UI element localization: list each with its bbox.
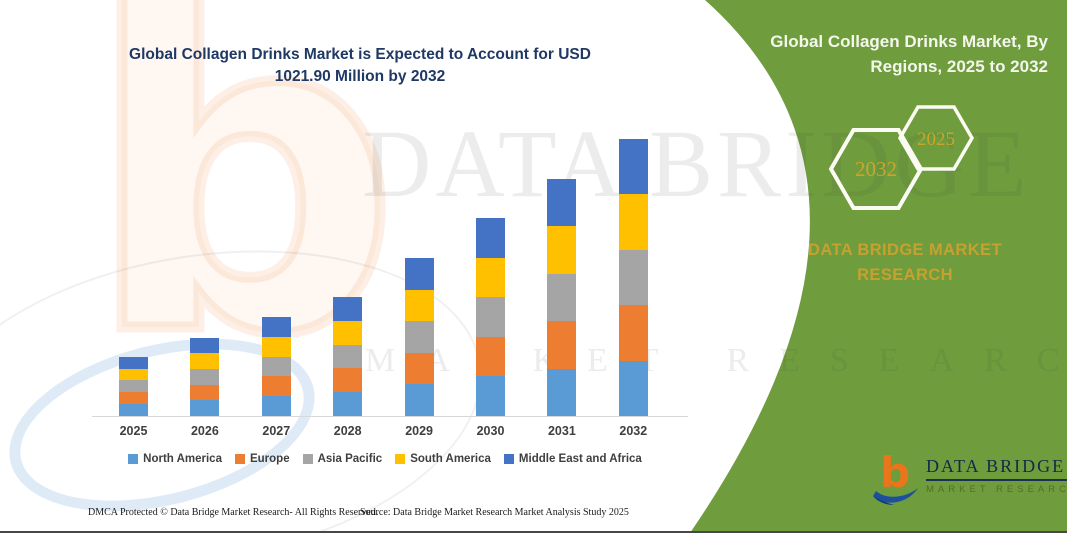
data-bridge-logo: b DATA BRIDGE MARKET RESEARCH xyxy=(872,448,1067,506)
x-axis-label-2029: 2029 xyxy=(405,424,433,438)
bar-segment-europe xyxy=(261,376,291,397)
chart-legend: North America Europe Asia Pacific South Ame… xyxy=(85,453,685,465)
legend-swatch-icon xyxy=(128,454,139,464)
bar-segment-south-america xyxy=(119,368,148,381)
bar-segment-south-america xyxy=(476,257,505,298)
stacked-bar-plot xyxy=(85,119,685,416)
bar-segment-middle-east-and-africa xyxy=(404,258,434,290)
bar-2027 xyxy=(261,317,291,416)
bar-2025 xyxy=(119,356,148,416)
x-axis-label-2031: 2031 xyxy=(547,424,576,438)
side-panel-title-line2: Regions, 2025 to 2032 xyxy=(870,56,1048,76)
bar-segment-north-america xyxy=(547,368,577,416)
side-panel-title-line1: Global Collagen Drinks Market, By xyxy=(770,32,1048,51)
green-panel-shape xyxy=(690,0,1067,533)
hexagon-2025 xyxy=(897,105,975,171)
bar-segment-north-america xyxy=(190,400,220,416)
bar-segment-europe xyxy=(190,384,220,401)
bar-segment-north-america xyxy=(119,404,148,416)
x-axis-label-2032: 2032 xyxy=(619,424,648,438)
logo-text: DATA BRIDGE MARKET RESEARCH xyxy=(926,456,1067,495)
legend-label: Asia Pacific xyxy=(317,453,383,465)
footer-source-text: Source: Data Bridge Market Research Mark… xyxy=(360,507,629,518)
bar-segment-europe xyxy=(404,352,434,385)
bar-segment-middle-east-and-africa xyxy=(333,297,363,321)
bar-2030 xyxy=(476,218,505,416)
logo-b-icon: b xyxy=(880,448,911,497)
bar-segment-south-america xyxy=(618,194,648,250)
chart-title: Global Collagen Drinks Market is Expecte… xyxy=(105,44,615,89)
hexagon-2032-label: 2032 xyxy=(855,157,897,181)
x-axis-line xyxy=(92,415,688,417)
legend-label: Europe xyxy=(249,453,290,465)
bar-segment-middle-east-and-africa xyxy=(190,337,220,354)
legend-item-middle-east-and-africa: Middle East and Africa xyxy=(503,453,642,465)
bar-segment-asia-pacific xyxy=(119,380,148,393)
bar-segment-asia-pacific xyxy=(261,356,291,377)
chart-title-line1: Global Collagen Drinks Market is Expecte… xyxy=(129,46,591,63)
logo-swoosh-icon xyxy=(873,488,918,505)
bar-2031 xyxy=(547,178,577,416)
bar-segment-south-america xyxy=(404,289,434,322)
legend-item-south-america: South America xyxy=(395,453,491,465)
bar-segment-asia-pacific xyxy=(618,249,648,306)
bar-segment-europe xyxy=(333,368,363,393)
bar-segment-north-america xyxy=(618,360,648,416)
bar-segment-north-america xyxy=(404,384,434,416)
year-hexagons: 2032 2025 xyxy=(828,105,975,210)
legend-swatch-icon xyxy=(395,454,406,464)
x-axis-label-2030: 2030 xyxy=(476,424,505,438)
bar-segment-south-america xyxy=(547,226,577,274)
legend-swatch-icon xyxy=(302,454,313,464)
bar-segment-europe xyxy=(547,321,577,369)
x-axis-labels: 2025 2026 2027 2028 2029 2030 2031 2032 xyxy=(85,424,685,442)
bar-segment-asia-pacific xyxy=(404,321,434,353)
bar-segment-middle-east-and-africa xyxy=(618,139,648,195)
bar-segment-north-america xyxy=(476,376,505,416)
bar-segment-north-america xyxy=(333,392,363,416)
legend-label: North America xyxy=(143,453,222,465)
legend-swatch-icon xyxy=(234,454,245,464)
bar-segment-asia-pacific xyxy=(547,273,577,322)
bar-segment-europe xyxy=(476,336,505,377)
bar-2029 xyxy=(404,258,434,416)
data-bridge-logo-icon: b xyxy=(872,448,918,506)
logo-name: DATA BRIDGE xyxy=(926,456,1067,481)
legend-swatch-icon xyxy=(503,454,514,464)
bar-segment-asia-pacific xyxy=(476,297,505,337)
bottom-border-line xyxy=(0,531,1067,533)
footer-dmca-text: DMCA Protected © Data Bridge Market Rese… xyxy=(88,507,379,518)
bar-segment-north-america xyxy=(261,396,291,416)
bar-segment-south-america xyxy=(333,320,363,345)
bar-segment-south-america xyxy=(261,336,291,357)
legend-label: South America xyxy=(410,453,491,465)
x-axis-label-2028: 2028 xyxy=(333,424,362,438)
hexagon-2025-label: 2025 xyxy=(917,129,955,150)
bar-segment-middle-east-and-africa xyxy=(119,356,148,369)
bar-segment-south-america xyxy=(190,353,220,369)
x-axis-label-2025: 2025 xyxy=(119,424,148,438)
bar-segment-middle-east-and-africa xyxy=(547,178,577,227)
side-panel-title: Global Collagen Drinks Market, By Region… xyxy=(748,30,1048,79)
legend-item-europe: Europe xyxy=(234,453,290,465)
bar-segment-europe xyxy=(618,305,648,361)
side-panel-brand-text: DATA BRIDGE MARKET RESEARCH xyxy=(808,241,1002,284)
x-axis-label-2026: 2026 xyxy=(190,424,219,438)
bar-2028 xyxy=(333,297,363,416)
bar-segment-middle-east-and-africa xyxy=(261,317,291,337)
x-axis-label-2027: 2027 xyxy=(262,424,291,438)
chart-title-line2: 1021.90 Million by 2032 xyxy=(274,68,446,86)
bar-2032 xyxy=(618,139,648,416)
logo-subtitle: MARKET RESEARCH xyxy=(926,484,1067,495)
bar-2026 xyxy=(190,337,220,416)
legend-label: Middle East and Africa xyxy=(518,453,642,465)
bar-segment-asia-pacific xyxy=(333,344,363,369)
legend-item-north-america: North America xyxy=(128,453,222,465)
bar-segment-europe xyxy=(119,392,148,405)
bar-segment-asia-pacific xyxy=(190,368,220,385)
bar-segment-middle-east-and-africa xyxy=(476,218,505,258)
legend-item-asia-pacific: Asia Pacific xyxy=(302,453,383,465)
